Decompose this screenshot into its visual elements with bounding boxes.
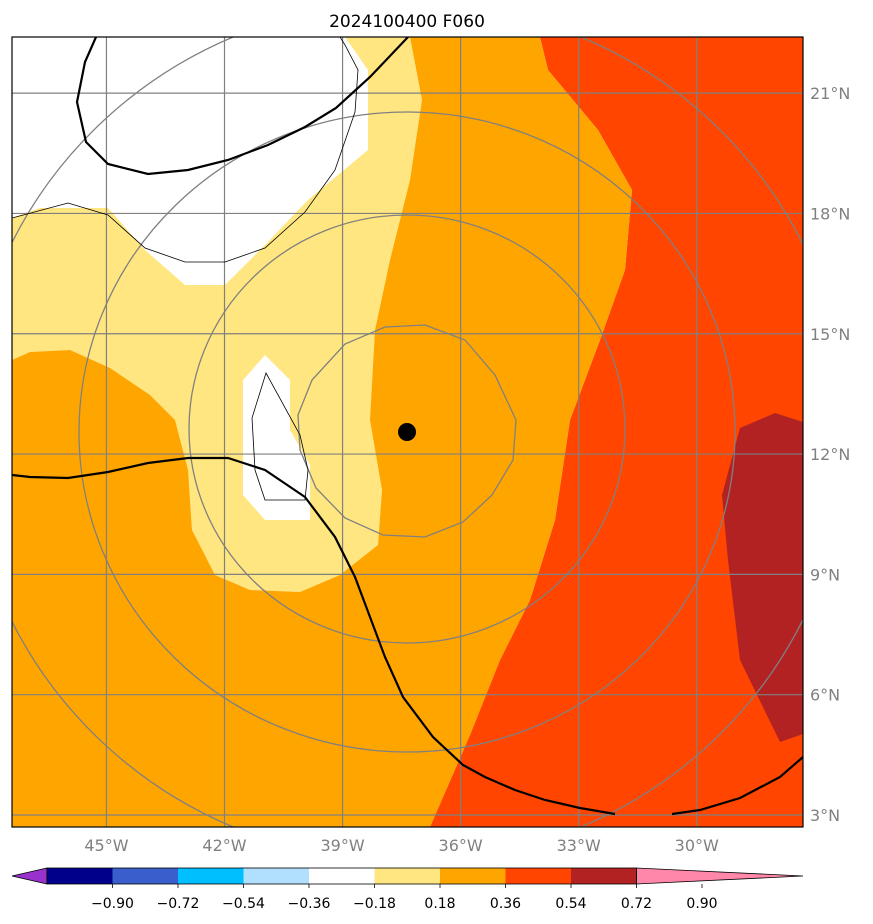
longitude-tick-label: 30°W bbox=[675, 836, 719, 855]
longitude-tick-label: 33°W bbox=[557, 836, 601, 855]
colorbar-tick-label: −0.90 bbox=[91, 896, 134, 912]
longitude-tick-label: 45°W bbox=[84, 836, 128, 855]
latitude-tick-label: 9°N bbox=[810, 565, 840, 584]
colorbar: −0.90 −0.72 −0.54 −0.36 −0.18 0.18 0.36 0.54 0.7… bbox=[11, 867, 804, 912]
thick-contour-north bbox=[75, 37, 409, 176]
colorbar-tick-label: 0.18 bbox=[424, 896, 455, 912]
range-rings bbox=[12, 37, 803, 827]
colorbar-extend-max bbox=[636, 867, 804, 885]
filled-band-0.36-0.54 bbox=[12, 37, 632, 827]
longitude-labels: 45°W 42°W 39°W 36°W 33°W 30°W bbox=[84, 836, 719, 855]
filled-band-0.00-0.18-north bbox=[12, 37, 368, 285]
graticule bbox=[12, 37, 803, 827]
thin-contours bbox=[12, 37, 359, 501]
thick-contour-southeast bbox=[671, 756, 803, 816]
range-ring-3 bbox=[78, 111, 736, 753]
colorbar-segment bbox=[374, 868, 441, 884]
colorbar-tick-label: −0.72 bbox=[157, 896, 200, 912]
colorbar-extend-min bbox=[11, 867, 48, 885]
colorbar-segment bbox=[440, 868, 506, 884]
longitude-tick-label: 36°W bbox=[439, 836, 483, 855]
colorbar-segment bbox=[47, 868, 113, 884]
colorbar-tick-label: 0.72 bbox=[621, 896, 652, 912]
colorbar-tick-label: −0.18 bbox=[353, 896, 396, 912]
storm-center-marker bbox=[398, 423, 416, 441]
thick-contour-south bbox=[12, 456, 616, 816]
map-frame bbox=[11, 36, 804, 828]
latitude-tick-label: 18°N bbox=[810, 204, 850, 223]
colorbar-segment bbox=[178, 868, 244, 884]
colorbar-segment bbox=[571, 868, 637, 884]
longitude-tick-label: 42°W bbox=[202, 836, 246, 855]
colorbar-tick-label: −0.54 bbox=[222, 896, 265, 912]
latitude-tick-label: 3°N bbox=[810, 806, 840, 825]
latitude-tick-label: 12°N bbox=[810, 445, 850, 464]
colorbar-tick-label: 0.90 bbox=[686, 896, 717, 912]
filled-band-0.54-0.72 bbox=[430, 37, 803, 827]
filled-band-0.72-0.90 bbox=[722, 413, 803, 742]
map-title: 2024100400 F060 bbox=[329, 12, 485, 32]
latitude-tick-label: 6°N bbox=[810, 686, 840, 705]
thick-contours bbox=[12, 37, 803, 816]
colorbar-segment bbox=[505, 868, 572, 884]
colorbar-tick-label: 0.36 bbox=[490, 896, 521, 912]
range-ring-2 bbox=[188, 214, 626, 644]
filled-band-0.00-0.18-center bbox=[243, 355, 310, 520]
map-area bbox=[12, 37, 803, 827]
colorbar-tick-label: −0.36 bbox=[288, 896, 331, 912]
range-ring-1 bbox=[297, 324, 517, 538]
thin-contour-north bbox=[12, 37, 359, 263]
colorbar-segment bbox=[309, 868, 375, 884]
thin-contour-center bbox=[251, 371, 309, 501]
colorbar-segment bbox=[112, 868, 179, 884]
colorbar-segment bbox=[243, 868, 310, 884]
latitude-tick-label: 21°N bbox=[810, 84, 850, 103]
latitude-labels: 3°N 6°N 9°N 12°N 15°N 18°N 21°N bbox=[810, 84, 850, 825]
colorbar-outline bbox=[46, 867, 637, 885]
latitude-tick-label: 15°N bbox=[810, 325, 850, 344]
colorbar-tick-label: 0.54 bbox=[555, 896, 586, 912]
longitude-tick-label: 39°W bbox=[320, 836, 364, 855]
